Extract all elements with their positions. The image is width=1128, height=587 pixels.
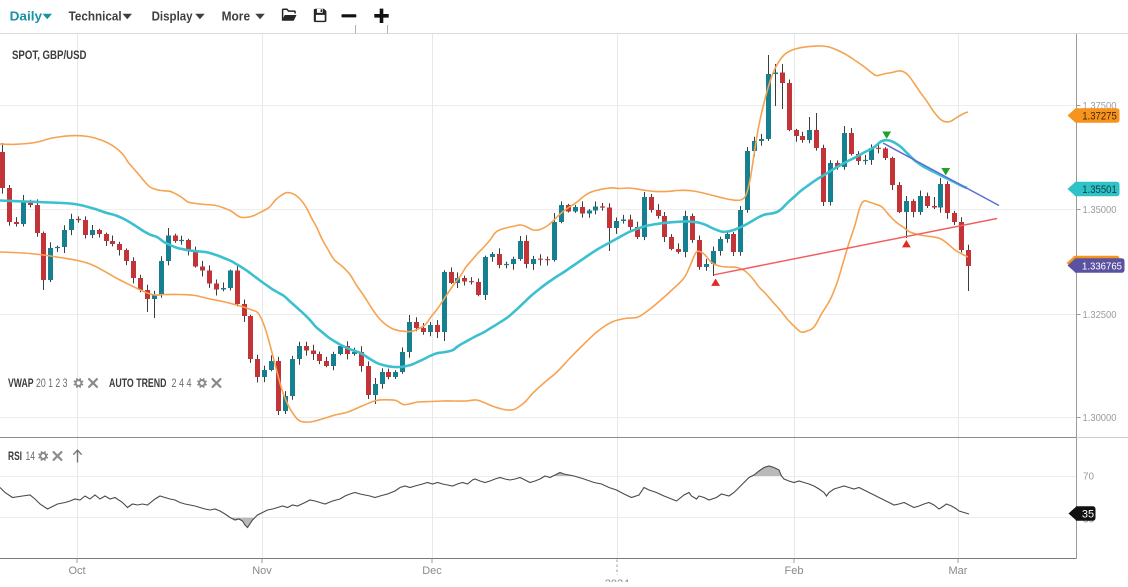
svg-text:14: 14 [26,451,36,463]
svg-text:Feb: Feb [785,565,804,577]
svg-text:RSI: RSI [8,451,22,463]
svg-text:20 1 2 3: 20 1 2 3 [36,378,68,390]
svg-text:Dec: Dec [422,565,442,577]
svg-text:2024: 2024 [605,578,629,582]
svg-text:Technical: Technical [69,10,122,24]
svg-text:1.30000: 1.30000 [1083,412,1117,424]
svg-text:Nov: Nov [252,565,272,577]
svg-text:AUTO TREND: AUTO TREND [109,378,167,390]
svg-text:Mar: Mar [949,565,968,577]
svg-text:1.336765: 1.336765 [1082,260,1122,272]
svg-text:1.35000: 1.35000 [1083,204,1117,216]
svg-text:More: More [222,10,251,24]
svg-text:Oct: Oct [68,565,85,577]
svg-text:2 4 4: 2 4 4 [172,378,192,390]
svg-text:Daily: Daily [10,10,43,24]
svg-text:VWAP: VWAP [8,378,34,390]
svg-text:1.37275: 1.37275 [1082,110,1117,122]
svg-text:1.35501: 1.35501 [1082,184,1117,196]
svg-text:35: 35 [1082,508,1094,520]
svg-text:SPOT, GBP/USD: SPOT, GBP/USD [12,48,87,62]
svg-text:Display: Display [152,10,193,24]
svg-text:1.32500: 1.32500 [1083,309,1117,321]
svg-text:70: 70 [1083,471,1094,483]
